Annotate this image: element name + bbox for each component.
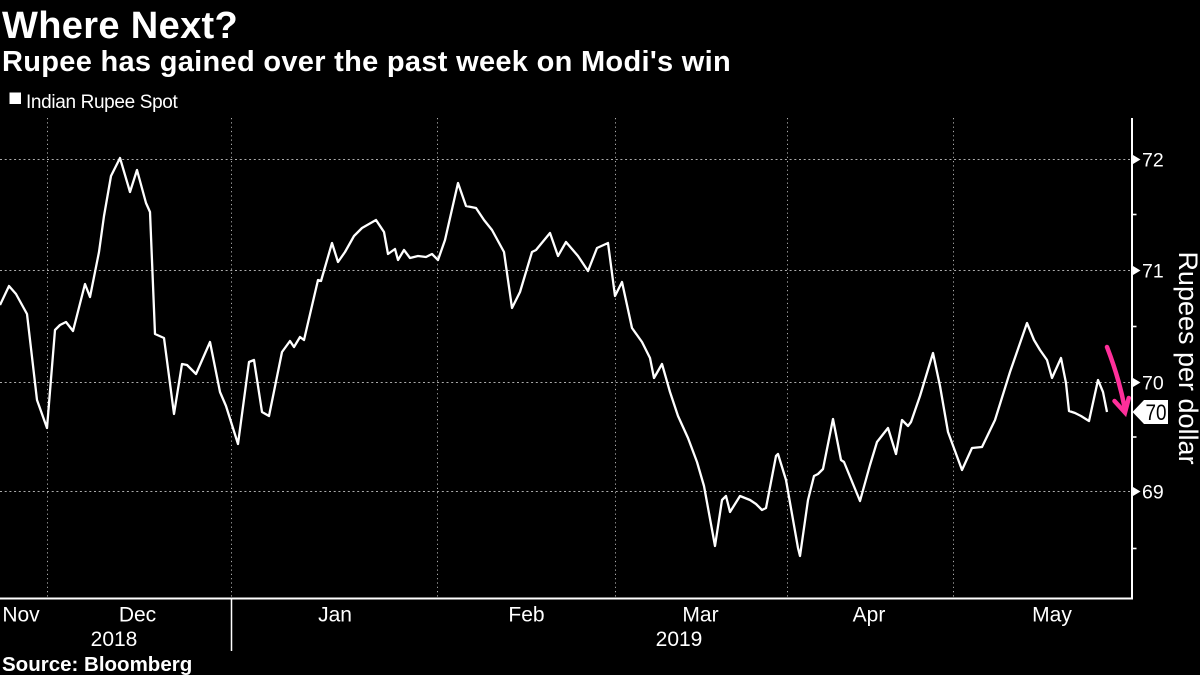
svg-text:Apr: Apr	[853, 604, 886, 627]
svg-text:Jan: Jan	[318, 604, 352, 627]
svg-text:70: 70	[1142, 373, 1164, 395]
svg-text:Rupee has gained over the past: Rupee has gained over the past week on M…	[2, 46, 731, 78]
svg-text:70: 70	[1146, 400, 1167, 425]
svg-text:2019: 2019	[656, 628, 703, 651]
svg-text:Rupees per dollar: Rupees per dollar	[1173, 251, 1200, 464]
svg-text:Indian Rupee Spot: Indian Rupee Spot	[26, 92, 179, 113]
svg-text:Feb: Feb	[508, 604, 544, 627]
svg-text:69: 69	[1142, 482, 1164, 504]
svg-text:Source: Bloomberg: Source: Bloomberg	[2, 653, 192, 675]
svg-text:Mar: Mar	[682, 604, 718, 627]
svg-text:Where Next?: Where Next?	[2, 5, 238, 47]
svg-text:71: 71	[1142, 261, 1164, 283]
svg-text:Dec: Dec	[119, 604, 156, 627]
svg-text:Nov: Nov	[2, 604, 40, 627]
svg-text:May: May	[1032, 604, 1072, 627]
svg-text:72: 72	[1142, 150, 1164, 172]
svg-text:2018: 2018	[91, 628, 138, 651]
